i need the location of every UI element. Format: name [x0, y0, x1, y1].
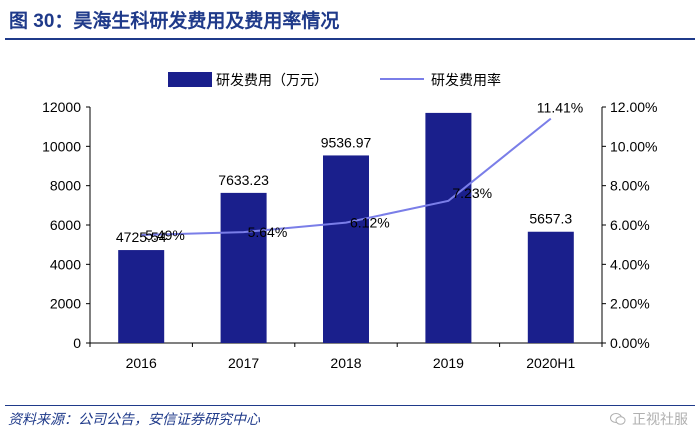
bar-data-label: 4725.54: [116, 229, 167, 245]
y-left-tick-label: 12000: [42, 99, 81, 115]
bar-data-label: 7633.23: [218, 172, 269, 188]
x-tick-label: 2020H1: [526, 355, 575, 371]
wechat-icon: [610, 412, 626, 426]
legend-bar-swatch: [168, 72, 212, 87]
line-data-label: 7.23%: [452, 185, 492, 201]
y-left-tick-label: 10000: [42, 138, 81, 154]
chart: 0 2000 4000 6000 8000 10000 12000 0.00% 2.00% 4.0…: [42, 72, 657, 371]
bar: [118, 250, 165, 343]
line-data-label: 5.64%: [248, 224, 288, 240]
y-left-tick-label: 6000: [50, 217, 81, 233]
source-note: 资料来源：公司公告，安信证券研究中心: [8, 411, 260, 427]
bar: [220, 192, 267, 343]
legend-line-label: 研发费用率: [431, 72, 501, 88]
line-data-label: 5.49%: [145, 227, 185, 243]
y-left-tick-label: 0: [73, 335, 81, 351]
bar: [425, 112, 472, 344]
y-right-tick-label: 0.00%: [610, 335, 650, 351]
page-title: 图 30：昊海生科研发费用及费用率情况: [9, 11, 340, 32]
x-tick-label: 2016: [126, 355, 157, 371]
y-right-tick-label: 6.00%: [610, 217, 650, 233]
bar: [527, 231, 574, 343]
watermark: 正视社服: [610, 409, 688, 429]
bar: [323, 155, 369, 343]
bar-data-label: 5657.3: [529, 211, 572, 227]
watermark-text: 正视社服: [632, 411, 688, 427]
y-right-tick-label: 10.00%: [610, 138, 657, 154]
x-tick-label: 2018: [330, 355, 361, 371]
y-left-tick-label: 8000: [50, 178, 81, 194]
y-right-tick-label: 4.00%: [610, 256, 650, 272]
line-data-label: 6.12%: [350, 215, 390, 231]
footer-divider: [5, 405, 695, 406]
legend-bar-label: 研发费用（万元）: [216, 72, 328, 88]
y-left-tick-label: 2000: [50, 296, 81, 312]
x-tick-label: 2017: [228, 355, 259, 371]
bar-data-label: 9536.97: [321, 134, 372, 150]
rate-line: [141, 117, 552, 237]
line-data-label: 11.41%: [537, 100, 583, 116]
y-right-tick-label: 12.00%: [610, 99, 657, 115]
title-divider: [5, 38, 695, 40]
y-right-tick-label: 2.00%: [610, 296, 650, 312]
x-tick-label: 2019: [433, 355, 464, 371]
y-right-tick-label: 8.00%: [610, 178, 650, 194]
y-left-tick-label: 4000: [50, 256, 81, 272]
